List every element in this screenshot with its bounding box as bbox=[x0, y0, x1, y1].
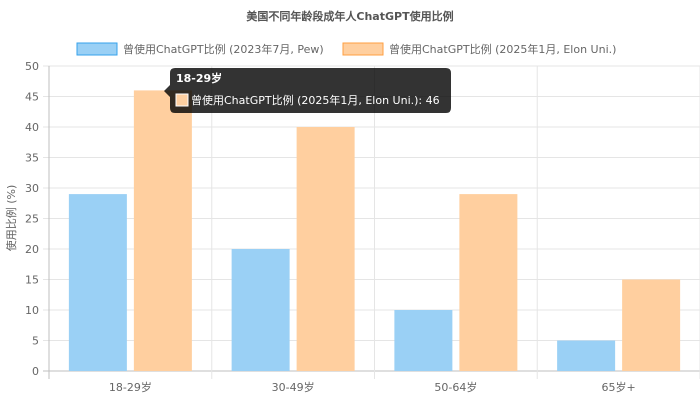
y-tick-label: 40 bbox=[25, 121, 39, 134]
tooltip-label: 曾使用ChatGPT比例 (2025年1月, Elon Uni.): 46 bbox=[191, 93, 440, 107]
x-tick-label: 18-29岁 bbox=[109, 380, 152, 394]
axes: 0 5 10 15 20 25 30 35 40 45 50 18-29岁 30-49岁 50-64岁 65… bbox=[25, 60, 636, 394]
y-tick-label: 50 bbox=[25, 60, 39, 73]
legend-label-series-2[interactable]: 曾使用ChatGPT比例 (2025年1月, Elon Uni.) bbox=[389, 42, 616, 56]
legend-swatch-series-1[interactable] bbox=[76, 42, 118, 56]
legend-swatch-series-2[interactable] bbox=[342, 42, 384, 56]
x-tick-label: 30-49岁 bbox=[272, 380, 315, 394]
x-tick-label: 65岁+ bbox=[602, 380, 636, 394]
y-tick-label: 10 bbox=[25, 304, 39, 317]
bar-series-2-18-29岁[interactable] bbox=[133, 90, 192, 372]
legend-label-series-1[interactable]: 曾使用ChatGPT比例 (2023年7月, Pew) bbox=[123, 42, 324, 56]
bar-series-1-30-49岁[interactable] bbox=[231, 249, 290, 371]
y-axis-title: 使用比例 (%) bbox=[4, 185, 18, 252]
y-tick-label: 45 bbox=[25, 91, 39, 104]
bar-series-2-50-64岁[interactable] bbox=[459, 194, 518, 371]
y-tick-label: 20 bbox=[25, 243, 39, 256]
y-tick-label: 25 bbox=[25, 213, 39, 226]
y-tick-label: 5 bbox=[32, 335, 39, 348]
tooltip-box bbox=[164, 68, 451, 113]
bar-series-1-65岁+[interactable] bbox=[557, 340, 616, 372]
tooltip-title: 18-29岁 bbox=[176, 71, 222, 85]
y-tick-label: 0 bbox=[32, 365, 39, 378]
y-tick-label: 30 bbox=[25, 182, 39, 195]
bar-series-2-30-49岁[interactable] bbox=[296, 127, 355, 371]
y-tick-label: 15 bbox=[25, 274, 39, 287]
bar-series-2-65岁+[interactable] bbox=[622, 279, 681, 372]
bars[interactable] bbox=[68, 90, 681, 372]
legend[interactable]: 曾使用ChatGPT比例 (2023年7月, Pew) 曾使用ChatGPT比例… bbox=[76, 42, 616, 56]
tooltip-swatch bbox=[175, 93, 189, 107]
y-tick-label: 35 bbox=[25, 152, 39, 165]
x-tick-label: 50-64岁 bbox=[434, 380, 477, 394]
bar-series-1-18-29岁[interactable] bbox=[68, 194, 127, 371]
bar-series-1-50-64岁[interactable] bbox=[394, 310, 453, 371]
chart-title: 美国不同年龄段成年人ChatGPT使用比例 bbox=[246, 9, 453, 23]
tooltip: 18-29岁 曾使用ChatGPT比例 (2025年1月, Elon Uni.)… bbox=[164, 68, 451, 113]
